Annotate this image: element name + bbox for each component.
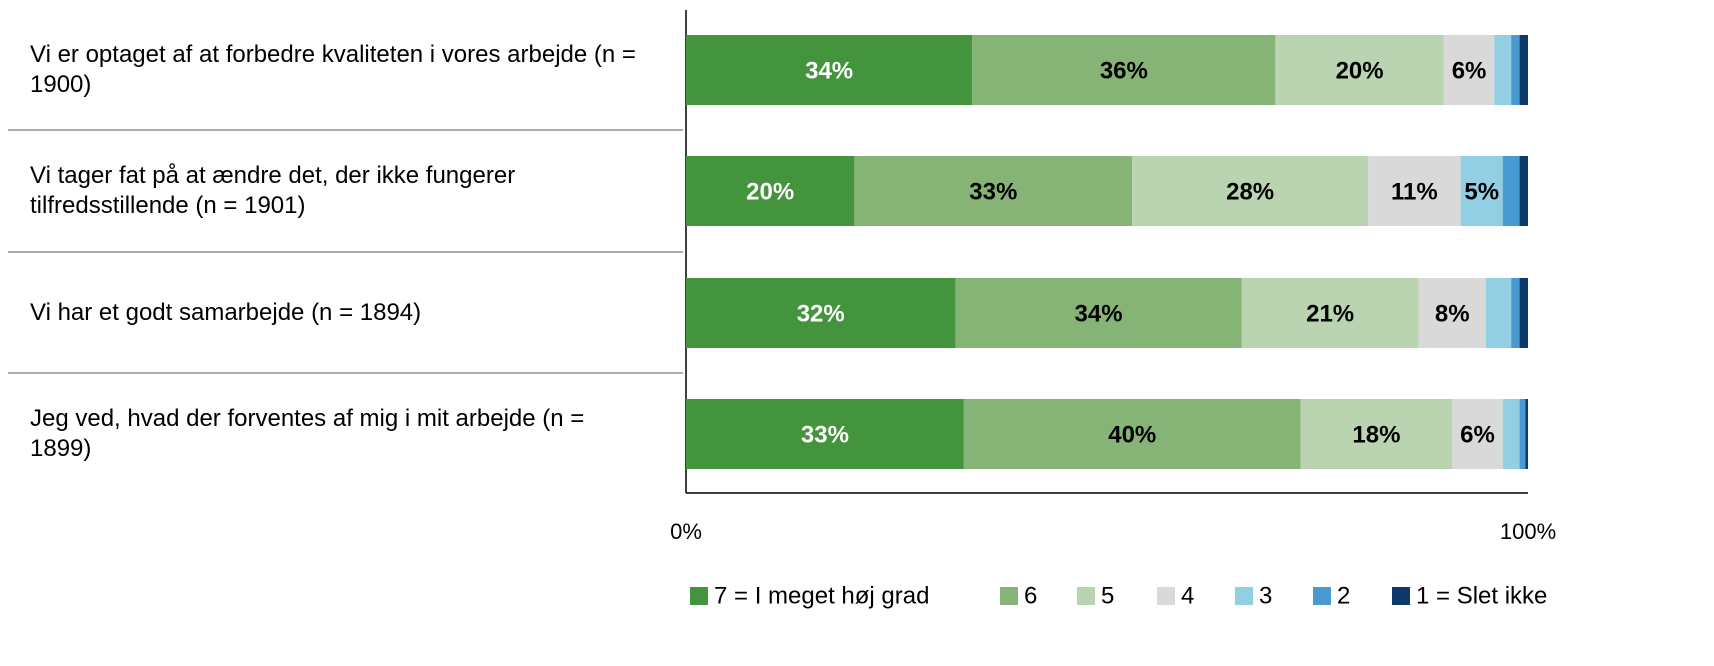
bar-segment xyxy=(1275,35,1444,105)
value-label: 11% xyxy=(1391,178,1438,205)
value-label: 34% xyxy=(805,57,853,84)
bar-segment xyxy=(1494,35,1512,105)
value-label: 36% xyxy=(1100,57,1148,84)
value-label: 20% xyxy=(1336,57,1384,84)
bar-segment xyxy=(1460,156,1503,226)
value-label: 34% xyxy=(1075,300,1123,327)
bar-segment xyxy=(1519,156,1528,226)
legend-label: 3 xyxy=(1259,582,1272,609)
bar-segment xyxy=(686,399,964,469)
value-label: 28% xyxy=(1226,178,1274,205)
bar-segment xyxy=(1443,35,1495,105)
value-label: 6% xyxy=(1460,421,1495,448)
bar-segment xyxy=(1502,156,1520,226)
bar-segment xyxy=(854,156,1133,226)
legend-label: 1 = Slet ikke xyxy=(1416,582,1547,609)
bar-segment xyxy=(1502,399,1520,469)
category-label: Vi har et godt samarbejde (n = 1894) xyxy=(30,299,422,326)
bar-segment xyxy=(1418,278,1486,348)
bar-segment xyxy=(963,399,1301,469)
bar-segment xyxy=(1368,156,1461,226)
category-label: Vi er optaget af at forbedre kvaliteten … xyxy=(30,41,636,98)
legend-swatch xyxy=(1000,587,1018,605)
bar-segment xyxy=(1519,278,1528,348)
bar-segment xyxy=(1485,278,1512,348)
bar-segment xyxy=(955,278,1242,348)
legend-label: 7 = I meget høj grad xyxy=(714,582,929,609)
legend-label: 6 xyxy=(1024,582,1037,609)
value-label: 20% xyxy=(746,178,794,205)
value-label: 33% xyxy=(801,421,849,448)
value-label: 32% xyxy=(797,300,845,327)
bar-segment xyxy=(972,35,1276,105)
legend-swatch xyxy=(1392,587,1410,605)
bar-segment xyxy=(686,278,956,348)
legend-swatch xyxy=(1235,587,1253,605)
bar-segment xyxy=(686,156,855,226)
legend-swatch xyxy=(1077,587,1095,605)
bar-segment xyxy=(1511,35,1520,105)
legend-swatch xyxy=(690,587,708,605)
value-label: 40% xyxy=(1108,421,1156,448)
value-label: 8% xyxy=(1435,300,1470,327)
legend-label: 5 xyxy=(1101,582,1114,609)
x-tick-label: 100% xyxy=(1500,519,1556,544)
bar-segment xyxy=(1511,278,1520,348)
bar-segment xyxy=(1525,399,1528,469)
category-label: Vi tager fat på at ændre det, der ikke f… xyxy=(30,162,516,219)
bar-segment xyxy=(1300,399,1453,469)
bar-segment xyxy=(1132,156,1369,226)
category-label: Jeg ved, hvad der forventes af mig i mit… xyxy=(30,405,585,462)
legend-label: 2 xyxy=(1337,582,1350,609)
bar-segment xyxy=(1241,278,1419,348)
legend-swatch xyxy=(1313,587,1331,605)
value-label: 18% xyxy=(1352,421,1400,448)
value-label: 5% xyxy=(1464,178,1499,205)
x-tick-label: 0% xyxy=(670,519,702,544)
bar-segment xyxy=(1452,399,1503,469)
legend-label: 4 xyxy=(1181,582,1194,609)
value-label: 21% xyxy=(1306,300,1354,327)
bar-segment xyxy=(686,35,973,105)
bar-segment xyxy=(1519,35,1528,105)
value-label: 33% xyxy=(969,178,1017,205)
bar-segment xyxy=(1519,399,1526,469)
legend-swatch xyxy=(1157,587,1175,605)
value-label: 6% xyxy=(1452,57,1487,84)
